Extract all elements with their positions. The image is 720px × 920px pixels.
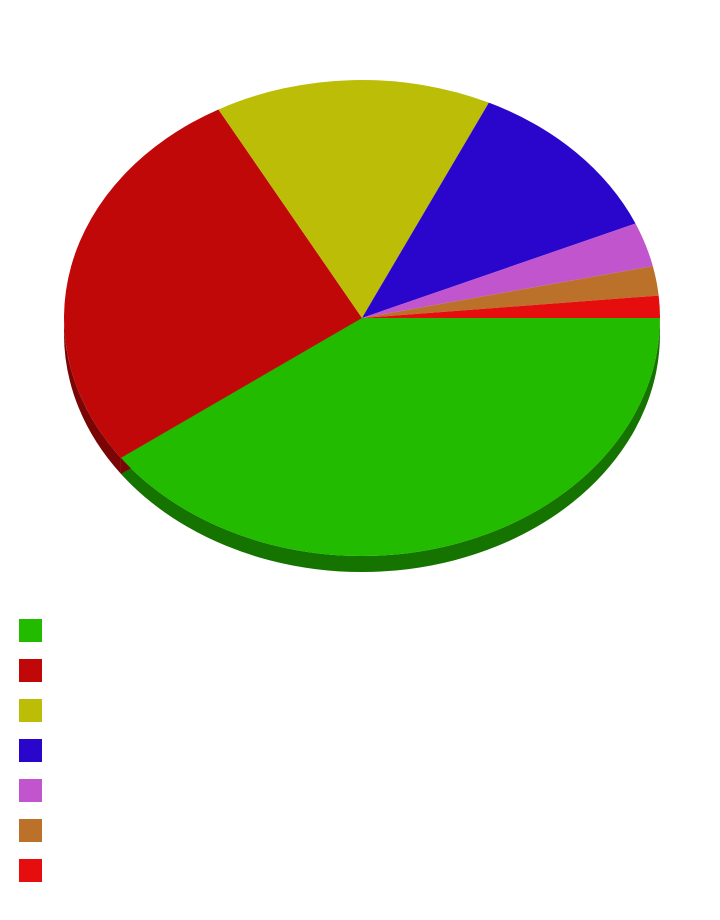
legend-item[interactable]: [0, 610, 720, 650]
pie-slice-3[interactable]: [362, 102, 636, 319]
legend-swatch-orchid: [19, 779, 42, 802]
pie-slice-6[interactable]: [362, 295, 660, 318]
pie-slice-5[interactable]: [362, 266, 659, 318]
pie-slice-side-1: [64, 318, 121, 474]
legend-item[interactable]: [0, 810, 720, 850]
legend-swatch-peru: [19, 819, 42, 842]
pie-plot-area: [64, 80, 660, 573]
pie-slice-1[interactable]: [64, 109, 362, 458]
pie-svg: [64, 80, 660, 573]
legend-swatch-red: [19, 859, 42, 882]
pie-top-face: [64, 80, 660, 557]
pie-slice-4[interactable]: [362, 223, 653, 318]
legend-item[interactable]: [0, 690, 720, 730]
pie-slice-0[interactable]: [120, 318, 660, 557]
legend-swatch-yellow: [19, 699, 42, 722]
legend-swatch-crimson: [19, 659, 42, 682]
legend-swatch-green: [19, 619, 42, 642]
chart-legend: [0, 600, 720, 920]
pie-slice-2[interactable]: [218, 80, 489, 318]
legend-swatch-blue: [19, 739, 42, 762]
legend-item[interactable]: [0, 650, 720, 690]
legend-item[interactable]: [0, 730, 720, 770]
legend-item[interactable]: [0, 770, 720, 810]
legend-item[interactable]: [0, 850, 720, 890]
